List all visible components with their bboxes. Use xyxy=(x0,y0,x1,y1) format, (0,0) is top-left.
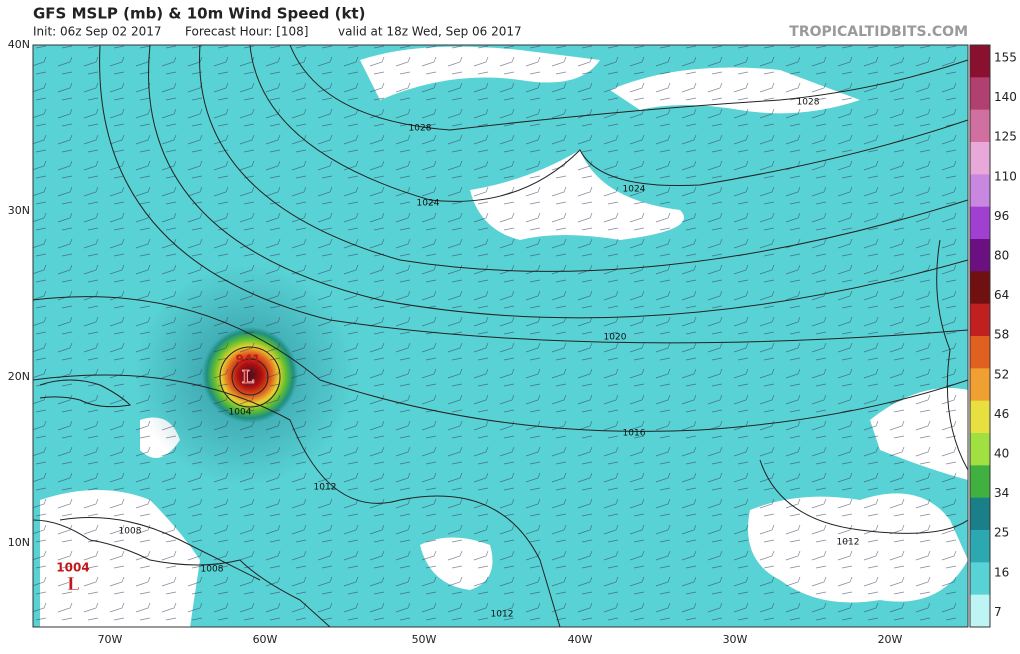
colorbar-label: 7 xyxy=(994,605,1002,619)
colorbar-label: 40 xyxy=(994,447,1009,461)
isobar-label: 1008 xyxy=(119,527,142,537)
lon-label: 50W xyxy=(412,633,437,646)
coastlines xyxy=(33,239,968,627)
colorbar-label: 64 xyxy=(994,288,1009,302)
map-frame xyxy=(32,44,969,628)
colorbar-swatch xyxy=(970,433,990,466)
subtitle: Forecast Hour: [108] xyxy=(185,25,308,39)
colorbar-label: 16 xyxy=(994,565,1009,579)
colorbar-label: 155 xyxy=(994,51,1017,65)
isobar-label: 1012 xyxy=(837,538,860,548)
isobar-label: 1012 xyxy=(491,610,514,620)
colorbar-swatch xyxy=(970,174,990,208)
low-pressure: 1004 xyxy=(56,561,89,575)
colorbar-swatch xyxy=(970,239,990,272)
isobar-label: 1024 xyxy=(417,199,440,209)
colorbar-label: 140 xyxy=(994,90,1017,104)
colorbar-label: 25 xyxy=(994,526,1009,540)
isobar-label: 1020 xyxy=(604,333,627,343)
wind-barbs xyxy=(33,45,968,627)
colorbar-swatch xyxy=(970,465,990,499)
lat-label: 10N xyxy=(8,536,30,549)
colorbar-swatch xyxy=(970,497,990,531)
colorbar-swatch xyxy=(970,109,990,143)
isobars xyxy=(33,45,968,627)
isobar-label: 1008 xyxy=(201,565,224,575)
colorbar-label: 34 xyxy=(994,486,1009,500)
colorbar-swatch xyxy=(970,271,990,305)
low-symbol: L xyxy=(242,367,255,388)
lon-label: 30W xyxy=(723,633,748,646)
colorbar-swatch xyxy=(970,336,990,369)
lat-label: 40N xyxy=(8,38,30,51)
title: GFS MSLP (mb) & 10m Wind Speed (kt) xyxy=(33,5,365,23)
source: TROPICALTIDBITS.COM xyxy=(789,24,968,40)
map: 1028 1028 1024 1024 1020 1016 1012 1012 1012 1008… xyxy=(33,45,968,627)
lon-label: 20W xyxy=(878,633,903,646)
lon-label: 70W xyxy=(98,633,123,646)
colorbar-swatch xyxy=(970,303,990,337)
colorbar-swatch xyxy=(970,77,990,111)
colorbar-label: 125 xyxy=(994,130,1017,144)
colorbar-label: 46 xyxy=(994,407,1009,421)
low-pressure: 941 xyxy=(235,353,260,367)
subtitle: valid at 18z Wed, Sep 06 2017 xyxy=(338,25,522,39)
colorbar-swatch xyxy=(970,594,990,628)
low-symbol: L xyxy=(67,574,80,595)
lat-label: 20N xyxy=(8,370,30,383)
colorbar-swatch xyxy=(970,142,990,175)
isobar-label: 1024 xyxy=(623,185,646,195)
colorbar-label: 80 xyxy=(994,249,1009,263)
colorbar-swatch xyxy=(970,562,990,596)
colorbar-swatch xyxy=(970,206,990,240)
subtitle: Init: 06z Sep 02 2017 xyxy=(33,25,161,39)
colorbar-frame xyxy=(969,44,991,628)
colorbar-label: 52 xyxy=(994,367,1009,381)
isobar-label: 1012 xyxy=(314,483,337,493)
colorbar-swatch xyxy=(970,530,990,563)
isobar-label: 1016 xyxy=(623,429,646,439)
colorbar-label: 96 xyxy=(994,209,1009,223)
colorbar-swatch xyxy=(970,400,990,434)
isobar-label: 1028 xyxy=(797,98,820,108)
lon-label: 60W xyxy=(253,633,278,646)
colorbar-swatch xyxy=(970,45,990,78)
lat-label: 30N xyxy=(8,204,30,217)
colorbar-label: 58 xyxy=(994,328,1009,342)
colorbar-label: 110 xyxy=(994,169,1017,183)
colorbar-swatch xyxy=(970,368,990,402)
isobar-label: 1004 xyxy=(229,408,252,418)
lon-label: 40W xyxy=(568,633,593,646)
isobar-label: 1028 xyxy=(409,124,432,134)
